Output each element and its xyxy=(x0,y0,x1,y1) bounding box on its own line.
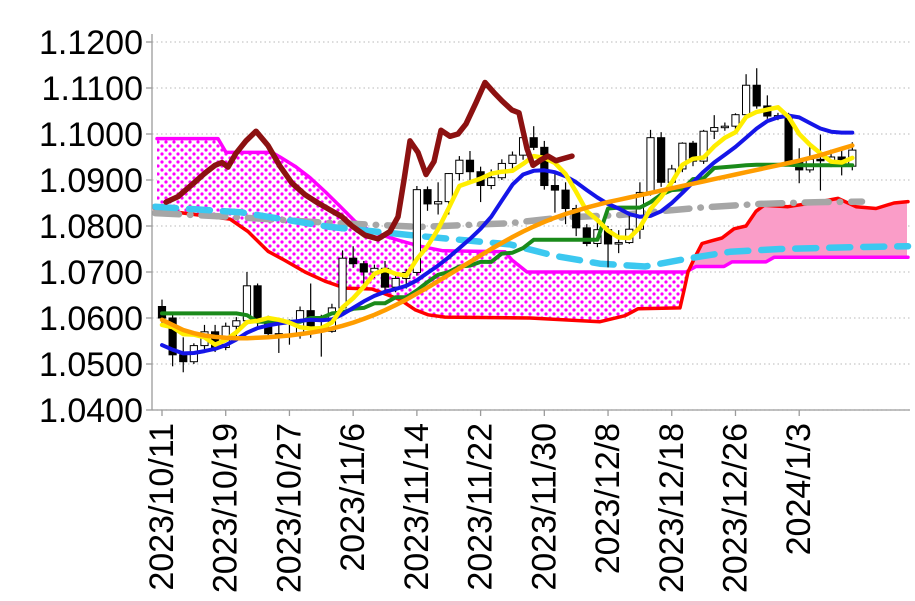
candle-12/14 xyxy=(646,129,655,196)
moving-average-lines xyxy=(159,79,855,356)
candle-11/16 xyxy=(434,182,443,215)
candle-11/29 xyxy=(529,126,538,151)
window-bottom-border xyxy=(0,601,915,605)
x-axis-label: 2023/10/11 xyxy=(143,423,181,591)
candle-11/6 xyxy=(349,246,358,268)
y-axis-label: 1.0500 xyxy=(39,346,143,384)
y-axis-label: 1.1200 xyxy=(39,24,143,62)
y-axis-label: 1.1000 xyxy=(39,116,143,154)
x-axis-labels: 2023/10/11 2023/10/19 2023/10/27 2023/11/6 2… xyxy=(143,423,818,593)
x-axis-label: 2023/11/14 xyxy=(398,423,436,591)
candle-12/22 xyxy=(710,115,719,140)
x-axis-label: 2023/10/19 xyxy=(207,423,245,593)
candle-11/21 xyxy=(465,151,475,181)
candle-11/30 xyxy=(540,140,549,190)
ma-slow-orange xyxy=(159,143,855,341)
baseline-cyan-dashed xyxy=(151,203,912,270)
candle-12/4 xyxy=(561,182,570,225)
candle-12/15 xyxy=(657,132,666,187)
candle-10/12 xyxy=(168,313,177,367)
candle-11/3 xyxy=(338,250,347,312)
lagging-span-darkred xyxy=(163,79,575,242)
x-axis-label: 2023/12/8 xyxy=(589,423,627,574)
cloud-span-lines xyxy=(153,136,910,324)
candle-11/20 xyxy=(455,156,464,181)
axes-and-ticks xyxy=(146,34,910,416)
x-axis-label: 2023/11/22 xyxy=(462,423,500,591)
x-axis-label: 2023/12/26 xyxy=(716,423,754,593)
candle-12/6 xyxy=(582,224,591,247)
y-axis-labels: 1.1200 1.1100 1.1000 1.0900 1.0800 1.0700 1.06… xyxy=(39,24,143,430)
y-axis-label: 1.0400 xyxy=(39,392,143,430)
candle-12/25 xyxy=(720,122,729,131)
cloud-span-magenta xyxy=(155,136,910,274)
x-axis-label: 2024/1/3 xyxy=(780,423,818,555)
cloud-span-red xyxy=(153,196,910,324)
candle-12/26 xyxy=(731,113,740,130)
x-axis-label: 2023/11/30 xyxy=(525,423,563,591)
y-axis-label: 1.0900 xyxy=(39,162,143,200)
x-axis-label: 2023/11/6 xyxy=(334,423,372,572)
y-axis-label: 1.1100 xyxy=(42,70,143,108)
x-axis-label: 2023/12/18 xyxy=(653,423,691,593)
candle-12/1 xyxy=(550,174,560,213)
candle-11/22 xyxy=(476,166,485,203)
candle-12/27 xyxy=(742,74,751,116)
candle-1/5 xyxy=(816,134,825,191)
ma-fast-yellow xyxy=(159,105,855,347)
y-axis-label: 1.0800 xyxy=(39,208,143,246)
candle-11/15 xyxy=(423,186,432,211)
y-axis-label: 1.0700 xyxy=(39,254,143,292)
x-axis-label: 2023/10/27 xyxy=(270,423,308,593)
ma-mid-blue xyxy=(160,113,855,356)
candle-12/11 xyxy=(614,230,623,254)
candle-12/28 xyxy=(752,68,761,109)
y-axis-label: 1.0600 xyxy=(39,300,143,338)
